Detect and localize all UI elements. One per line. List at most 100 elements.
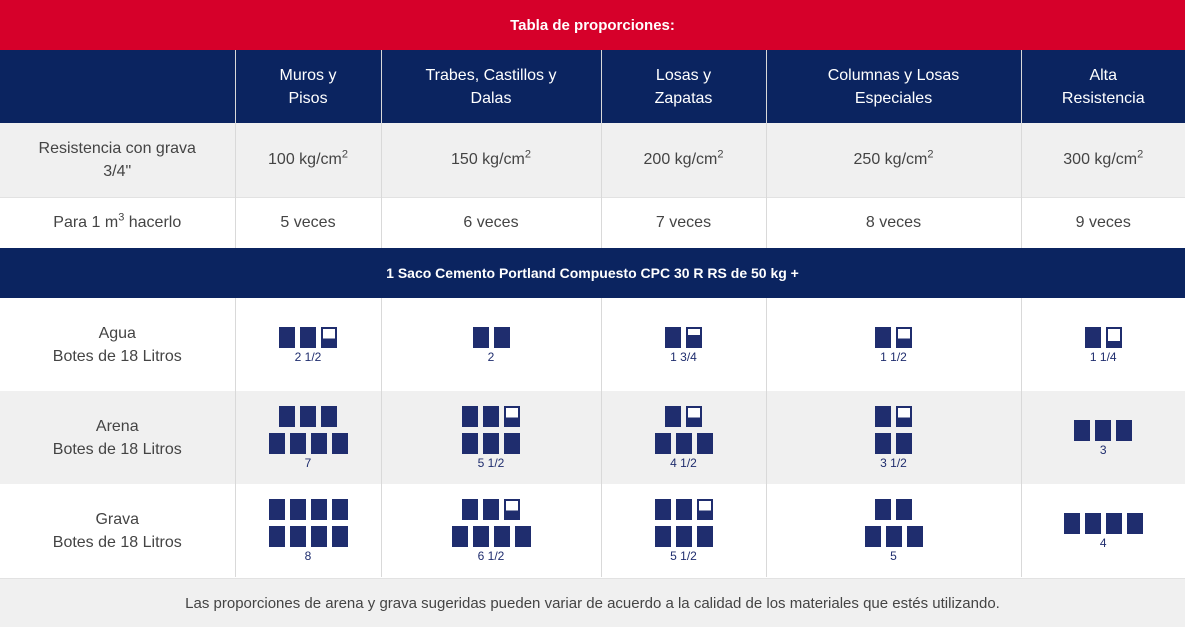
yield-value: 8 veces bbox=[766, 196, 1022, 248]
resistance-row: Resistencia con grava 3/4" 100 kg/cm2 150… bbox=[0, 123, 1185, 197]
bucket-icon bbox=[1105, 326, 1122, 348]
bucket-icon bbox=[289, 526, 306, 547]
bucket-group: 7 bbox=[268, 406, 348, 470]
bucket-quantity: 2 1/2 bbox=[294, 349, 322, 364]
bucket-cell: 6 1/2 bbox=[381, 484, 602, 577]
bucket-icon bbox=[654, 526, 671, 547]
bucket-quantity: 4 1/2 bbox=[670, 456, 697, 470]
bucket-icon bbox=[268, 433, 285, 454]
bucket-row bbox=[654, 499, 713, 520]
bucket-icon bbox=[483, 433, 499, 454]
bucket-row bbox=[268, 499, 348, 520]
bucket-icon bbox=[504, 406, 520, 427]
bucket-icon bbox=[462, 499, 478, 520]
bucket-group: 4 1/2 bbox=[654, 406, 713, 470]
bucket-icon bbox=[310, 499, 327, 520]
column-header: Losas y Zapatas bbox=[601, 50, 767, 123]
bucket-row bbox=[665, 326, 702, 348]
bucket-icon bbox=[696, 433, 713, 454]
bucket-icon bbox=[268, 526, 285, 547]
bucket-cell: 8 bbox=[235, 484, 382, 577]
bucket-quantity: 6 1/2 bbox=[477, 549, 505, 563]
bucket-row bbox=[654, 433, 713, 454]
material-row-agua: Agua Botes de 18 Litros 2 1/2 2 1 3/4 1 1… bbox=[0, 298, 1185, 391]
bucket-icon bbox=[300, 406, 316, 427]
bucket-quantity: 4 bbox=[1099, 535, 1107, 550]
bucket-icon bbox=[310, 526, 327, 547]
bucket-icon bbox=[696, 499, 713, 520]
section-title: 1 Saco Cemento Portland Compuesto CPC 30… bbox=[0, 248, 1185, 298]
bucket-icon bbox=[1105, 512, 1122, 534]
material-label: Arena Botes de 18 Litros bbox=[0, 391, 236, 484]
bucket-group: 8 bbox=[268, 499, 348, 562]
table-title: Tabla de proporciones: bbox=[0, 0, 1185, 50]
bucket-icon bbox=[654, 433, 671, 454]
resistance-value: 200 kg/cm2 bbox=[601, 123, 767, 197]
bucket-cell: 5 1/2 bbox=[381, 391, 602, 484]
bucket-cell: 5 bbox=[766, 484, 1022, 577]
bucket-group: 6 1/2 bbox=[451, 499, 531, 563]
bucket-icon bbox=[462, 433, 478, 454]
bucket-cell: 2 1/2 bbox=[235, 298, 382, 391]
bucket-icon bbox=[514, 526, 531, 547]
bucket-row bbox=[279, 406, 337, 427]
bucket-row bbox=[1074, 419, 1133, 441]
bucket-row bbox=[1063, 512, 1143, 534]
bucket-group: 3 1/2 bbox=[875, 406, 912, 469]
bucket-icon bbox=[896, 499, 912, 520]
bucket-cell: 5 1/2 bbox=[601, 484, 767, 577]
bucket-icon bbox=[896, 326, 912, 348]
yield-value: 5 veces bbox=[235, 196, 382, 248]
bucket-icon bbox=[321, 326, 337, 348]
bucket-row bbox=[462, 433, 520, 454]
bucket-icon bbox=[1126, 512, 1143, 534]
bucket-icon bbox=[504, 433, 520, 454]
bucket-icon bbox=[279, 326, 295, 348]
bucket-icon bbox=[289, 499, 306, 520]
bucket-icon bbox=[665, 326, 681, 348]
bucket-row bbox=[279, 326, 337, 348]
bucket-icon bbox=[331, 526, 348, 547]
bucket-icon bbox=[504, 499, 520, 520]
bucket-icon bbox=[906, 526, 923, 547]
bucket-icon bbox=[654, 499, 671, 520]
column-header: Alta Resistencia bbox=[1021, 50, 1185, 123]
bucket-quantity: 1 1/2 bbox=[880, 349, 907, 364]
yield-row: Para 1 m3 hacerlo 5 veces 6 veces 7 vece… bbox=[0, 196, 1185, 248]
bucket-icon bbox=[675, 433, 692, 454]
bucket-icon bbox=[1084, 512, 1101, 534]
bucket-icon bbox=[300, 326, 316, 348]
bucket-row bbox=[472, 326, 510, 348]
bucket-icon bbox=[321, 406, 337, 427]
column-header: Columnas y Losas Especiales bbox=[766, 50, 1022, 123]
bucket-icon bbox=[472, 326, 489, 348]
resistance-value: 150 kg/cm2 bbox=[381, 123, 602, 197]
material-row-arena: Arena Botes de 18 Litros 7 5 1/2 4 1/2 3 … bbox=[0, 391, 1185, 484]
bucket-quantity: 7 bbox=[304, 456, 312, 470]
bucket-row bbox=[875, 406, 912, 427]
bucket-icon bbox=[686, 406, 702, 427]
column-header: Muros y Pisos bbox=[235, 50, 382, 123]
footnote: Las proporciones de arena y grava sugeri… bbox=[0, 578, 1185, 627]
bucket-icon bbox=[896, 433, 912, 454]
bucket-quantity: 3 bbox=[1099, 442, 1107, 457]
bucket-row bbox=[462, 499, 520, 520]
bucket-icon bbox=[268, 499, 285, 520]
bucket-icon bbox=[875, 499, 891, 520]
bucket-icon bbox=[493, 526, 510, 547]
bucket-row bbox=[875, 433, 912, 454]
bucket-icon bbox=[875, 326, 891, 348]
resistance-value: 250 kg/cm2 bbox=[766, 123, 1022, 197]
bucket-icon bbox=[1074, 419, 1091, 441]
yield-value: 9 veces bbox=[1021, 196, 1185, 248]
bucket-icon bbox=[1063, 512, 1080, 534]
bucket-group: 2 bbox=[472, 326, 510, 363]
bucket-row bbox=[654, 526, 713, 547]
bucket-icon bbox=[1084, 326, 1101, 348]
section-row: 1 Saco Cemento Portland Compuesto CPC 30… bbox=[0, 248, 1185, 298]
bucket-cell: 2 bbox=[381, 298, 602, 391]
bucket-row bbox=[864, 526, 923, 547]
bucket-quantity: 5 bbox=[890, 549, 897, 563]
bucket-group: 1 1/2 bbox=[875, 326, 912, 364]
bucket-cell: 4 bbox=[1021, 484, 1185, 577]
